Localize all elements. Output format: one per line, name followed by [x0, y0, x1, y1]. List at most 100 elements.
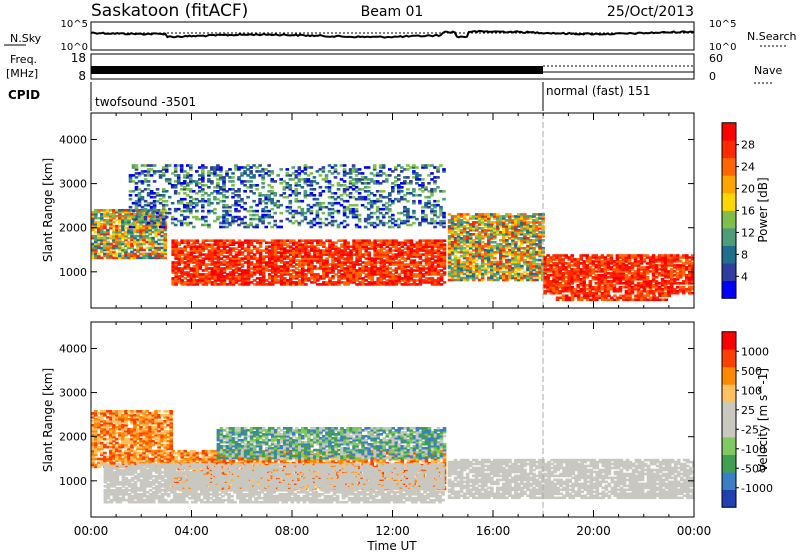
power-cell [424, 247, 429, 250]
power-cell [364, 253, 368, 256]
power-cell [246, 243, 251, 246]
power-cell [361, 265, 365, 268]
power-cell [167, 178, 172, 181]
power-cell [369, 205, 374, 209]
power-cell [541, 272, 545, 276]
power-cell [453, 278, 458, 282]
power-cell [100, 216, 104, 220]
power-cell [186, 172, 190, 175]
power-cell [406, 255, 411, 258]
power-cell [298, 241, 302, 244]
power-cell [340, 253, 344, 256]
power-cell [526, 278, 530, 282]
power-cell [570, 278, 574, 281]
power-cell [612, 260, 617, 263]
power-cell [303, 178, 308, 181]
power-cell [222, 221, 226, 225]
power-cell [477, 235, 482, 238]
power-cell [660, 266, 665, 269]
power-cell [286, 245, 290, 248]
power-cell [651, 274, 656, 277]
power-cell [246, 275, 251, 278]
power-cell [549, 268, 553, 271]
power-cell [183, 197, 187, 201]
power-cell [442, 257, 447, 260]
power-cell [558, 291, 562, 295]
power-cell [468, 223, 473, 226]
power-cell [517, 252, 521, 256]
power-cell [480, 262, 485, 266]
power-cell [279, 253, 284, 256]
power-cell [373, 247, 377, 250]
power-cell [173, 166, 178, 169]
power-cell [490, 215, 494, 218]
power-cell [615, 270, 620, 273]
power-cell [433, 265, 438, 268]
power-cell [143, 199, 148, 203]
power-cell [198, 247, 203, 250]
power-cell [453, 239, 458, 242]
power-cell [436, 281, 441, 284]
power-cell [514, 258, 518, 262]
power-cell [237, 241, 242, 244]
power-cell [252, 263, 257, 266]
power-cell [624, 254, 629, 257]
power-cell [143, 180, 148, 183]
power-cell [216, 275, 221, 278]
power-cell [322, 261, 326, 264]
power-cell [376, 255, 380, 258]
power-cell [315, 201, 320, 205]
power-cell [313, 251, 317, 254]
power-cell [520, 231, 524, 234]
power-cell [91, 252, 95, 256]
power-cell [546, 278, 550, 281]
power-cell [660, 264, 665, 267]
power-cell [255, 166, 259, 169]
power-cell [382, 251, 386, 254]
power-cell [579, 291, 583, 295]
power-cell [375, 190, 380, 193]
power-cell [160, 230, 164, 234]
power-cell [526, 250, 530, 254]
power-cell [439, 205, 443, 209]
power-cell [270, 267, 275, 270]
power-cell [385, 239, 390, 242]
power-cell [630, 254, 635, 257]
power-cell [499, 215, 503, 218]
power-cell [400, 267, 405, 270]
power-cell [517, 264, 521, 268]
power-cell [186, 255, 191, 258]
power-cell [594, 256, 599, 259]
power-cell [258, 241, 263, 244]
power-cell [291, 221, 296, 225]
power-cell [364, 273, 368, 276]
power-cell [192, 281, 197, 284]
power-cell [258, 215, 262, 219]
power-cell [355, 269, 359, 272]
power-cell [112, 224, 116, 228]
power-cell [418, 221, 422, 225]
power-cell [301, 251, 305, 254]
power-cell [355, 245, 359, 248]
power-cell [477, 264, 482, 268]
power-cell [115, 244, 119, 248]
power-cell [121, 236, 125, 240]
power-cell [309, 225, 314, 229]
power-cell [264, 251, 269, 254]
power-cell [204, 253, 209, 256]
power-cell [264, 267, 269, 270]
power-cell [538, 235, 542, 238]
power-cell [340, 269, 344, 272]
power-cell [456, 274, 461, 278]
power-cell [283, 281, 287, 284]
power-cell [427, 271, 432, 274]
power-cell [555, 282, 559, 285]
power-cell [115, 228, 119, 232]
power-cell [240, 259, 245, 262]
power-cell [201, 277, 206, 280]
power-cell [517, 231, 521, 234]
power-cell [270, 257, 275, 260]
power-cell [186, 215, 190, 219]
power-cell [145, 254, 149, 258]
